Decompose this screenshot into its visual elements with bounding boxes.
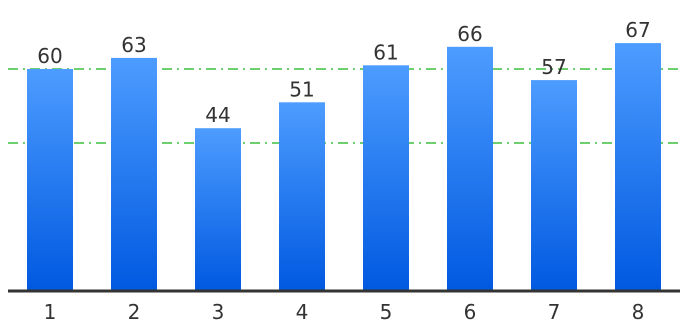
x-tick-label-6: 6	[464, 300, 477, 323]
value-label-5: 61	[373, 40, 398, 64]
x-tick-label-3: 3	[212, 300, 225, 323]
x-tick-label-2: 2	[128, 300, 141, 323]
x-tick-labels: 1 2 3 4 5 6 7 8	[44, 300, 645, 324]
bar-3	[195, 128, 241, 291]
value-label-1: 60	[37, 44, 62, 68]
value-label-8: 67	[625, 18, 650, 42]
bar-series	[27, 43, 661, 292]
value-label-3: 44	[205, 103, 230, 127]
value-labels: 60 63 44 51 61 66 57 67	[37, 18, 650, 127]
value-label-6: 66	[457, 22, 482, 46]
x-tick-label-4: 4	[296, 300, 309, 323]
x-tick-label-5: 5	[380, 300, 393, 323]
bar-7	[531, 80, 577, 291]
value-label-4: 51	[289, 77, 314, 101]
value-label-7: 57	[541, 55, 566, 79]
x-tick-label-1: 1	[44, 300, 57, 323]
x-tick-label-7: 7	[548, 300, 561, 323]
bar-5	[363, 65, 409, 291]
bar-6	[447, 46, 493, 291]
value-label-2: 63	[121, 33, 146, 57]
reference-lines	[8, 68, 680, 144]
bar-1	[27, 69, 73, 291]
x-tick-label-8: 8	[632, 300, 645, 323]
bar-4	[279, 102, 325, 291]
bar-8	[615, 43, 661, 291]
bar-2	[111, 57, 157, 292]
